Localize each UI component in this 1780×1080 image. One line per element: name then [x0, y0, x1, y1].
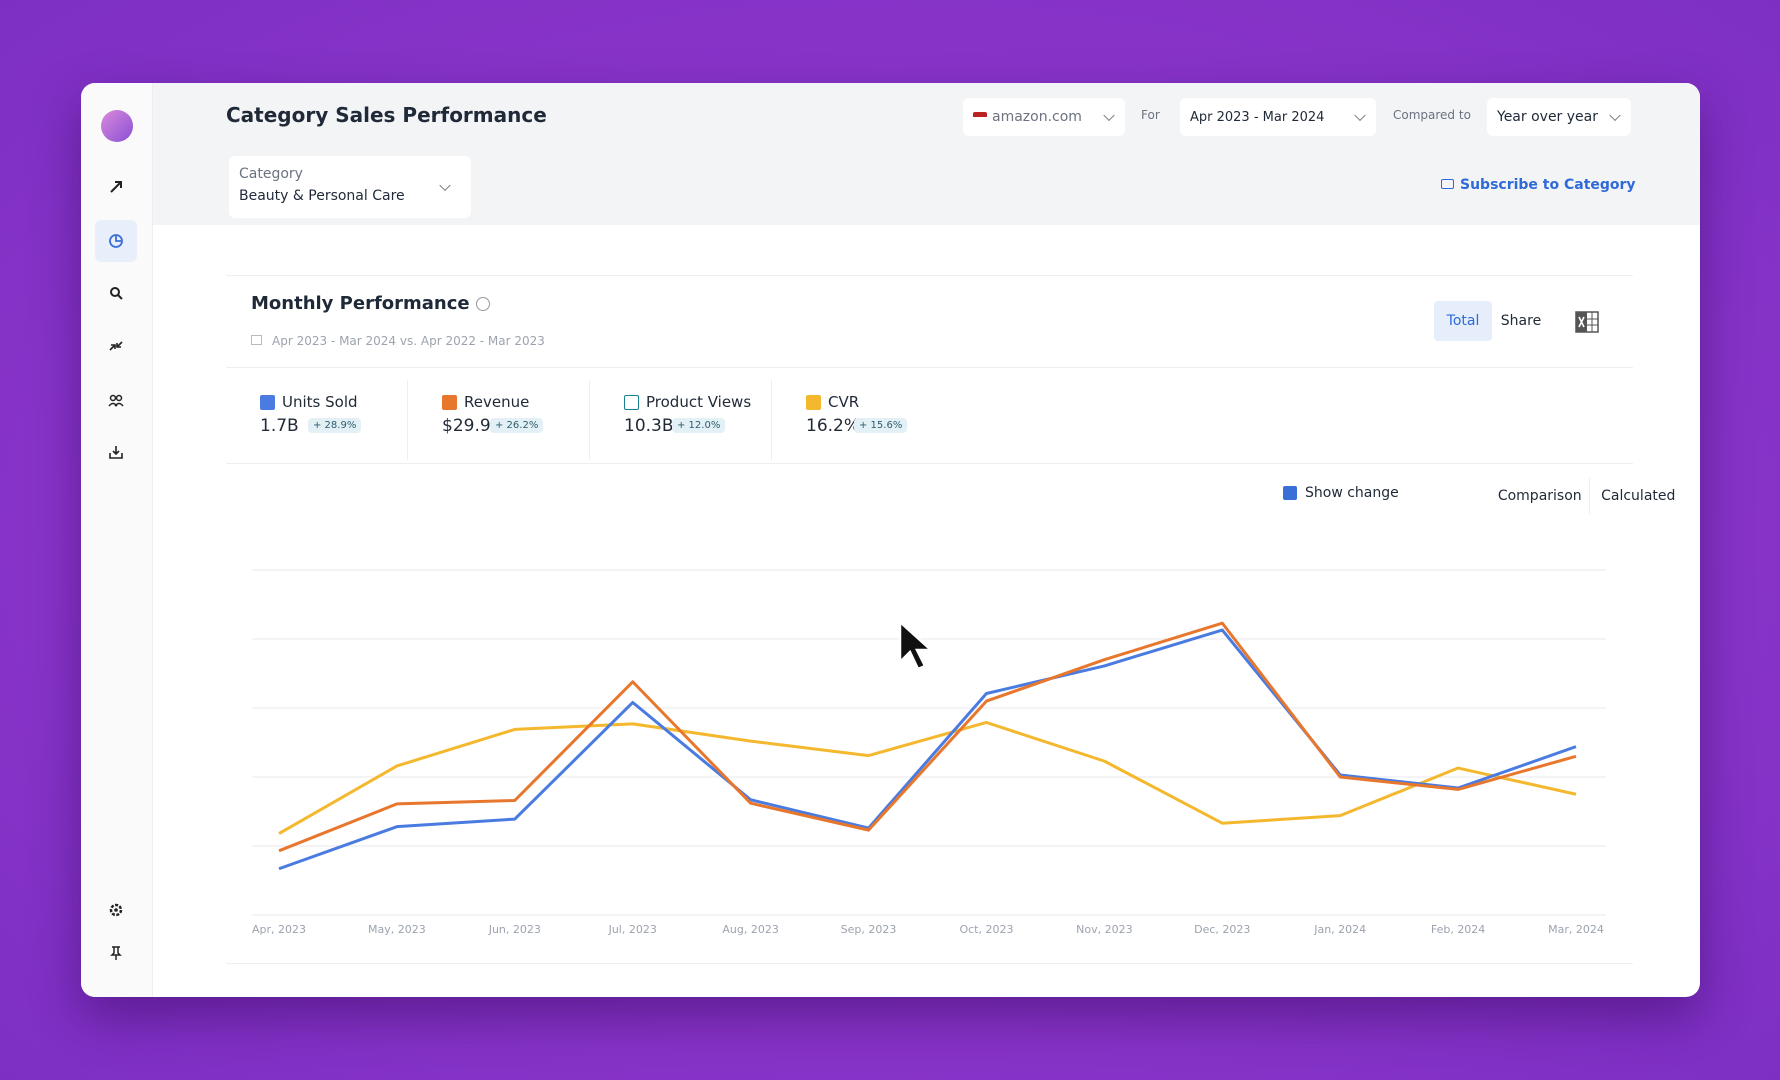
metric-value: 10.3B: [624, 416, 674, 436]
toggle-total[interactable]: Total: [1434, 301, 1492, 341]
metric-change: + 12.0%: [672, 418, 726, 433]
x-tick-label: Apr, 2023: [252, 923, 306, 936]
panel-subtitle-text: Apr 2023 - Mar 2024 vs. Apr 2022 - Mar 2…: [272, 334, 545, 348]
divider: [226, 367, 1633, 368]
metric-name: CVR: [828, 393, 860, 411]
x-tick-label: Sep, 2023: [841, 923, 897, 936]
x-tick-label: Nov, 2023: [1076, 923, 1132, 936]
category-select[interactable]: Category Beauty & Personal Care: [229, 156, 471, 218]
metric-change: + 28.9%: [308, 418, 362, 433]
x-tick-label: Aug, 2023: [722, 923, 778, 936]
subscribe-text: Subscribe to Category: [1460, 177, 1636, 193]
x-tick-label: Feb, 2024: [1431, 923, 1485, 936]
divider: [226, 275, 1633, 276]
panel-title-text: Monthly Performance: [251, 293, 470, 314]
mode-calculated[interactable]: Calculated: [1601, 488, 1676, 504]
show-change[interactable]: Show change: [1283, 485, 1399, 501]
category-label: Category: [239, 166, 303, 182]
x-tick-label: May, 2023: [368, 923, 426, 936]
metric-checkbox: [260, 395, 275, 410]
mode-toggle: Comparison Calculated: [1491, 478, 1687, 514]
marketplace-select[interactable]: amazon.com: [963, 98, 1125, 136]
date-range: Apr 2023 - Mar 2024: [1190, 109, 1325, 125]
flag: [973, 112, 987, 122]
metric-card[interactable]: CVR 16.2% + 15.6%: [772, 380, 954, 460]
info-icon[interactable]: [475, 297, 490, 311]
excel-export[interactable]: [1575, 311, 1599, 333]
x-tick-label: Jun, 2023: [488, 923, 541, 936]
series-line: [278, 621, 1577, 853]
for-label: For: [1141, 108, 1160, 122]
x-tick-label: Mar, 2024: [1548, 923, 1604, 936]
comparison-select[interactable]: Year over year: [1487, 98, 1631, 136]
mode-comparison[interactable]: Comparison: [1491, 478, 1590, 514]
metric-checkbox: [624, 395, 639, 410]
nav-rocket[interactable]: [108, 179, 124, 195]
nav-settings[interactable]: [108, 902, 124, 918]
calendar-icon: [251, 335, 262, 345]
comparison: Year over year: [1497, 109, 1598, 125]
logo: [101, 110, 133, 142]
panel-title: Monthly Performance: [251, 293, 490, 314]
metric-name: Units Sold: [282, 393, 358, 411]
metric-value: $29.9B: [442, 416, 503, 436]
page-title: Category Sales Performance: [226, 103, 547, 127]
marketplace: amazon.com: [992, 109, 1082, 125]
divider: [226, 963, 1633, 964]
category: Beauty & Personal Care: [239, 188, 405, 204]
nav-search[interactable]: [108, 285, 124, 301]
total-share-toggle: Total Share: [1434, 301, 1550, 341]
metric-change: + 15.6%: [854, 418, 908, 433]
show-change-text: Show change: [1305, 485, 1399, 501]
x-tick-label: Jul, 2023: [608, 923, 657, 936]
nav-pin[interactable]: [108, 945, 124, 961]
metric-card[interactable]: Units Sold 1.7B + 28.9%: [226, 380, 408, 460]
checkbox: [1283, 486, 1297, 500]
series-line: [278, 720, 1577, 835]
sidebar: [81, 83, 153, 997]
nav-download[interactable]: [108, 444, 124, 460]
nav-chart[interactable]: [108, 233, 124, 249]
divider: [226, 463, 1633, 464]
series-line: [278, 628, 1577, 871]
cursor: [898, 619, 935, 671]
nav-users[interactable]: [108, 392, 124, 408]
metric-checkbox: [806, 395, 821, 410]
nav-compare[interactable]: [108, 338, 124, 354]
metric-change: + 26.2%: [490, 418, 544, 433]
mail-icon: [1441, 179, 1454, 189]
x-tick-label: Jan, 2024: [1313, 923, 1366, 936]
metric-card[interactable]: Revenue $29.9B + 26.2%: [408, 380, 590, 460]
subscribe-link[interactable]: Subscribe to Category: [1441, 177, 1636, 193]
date-select[interactable]: Apr 2023 - Mar 2024: [1180, 98, 1376, 136]
toggle-share[interactable]: Share: [1500, 313, 1542, 329]
app-window: Category Sales Performance amazon.com Fo…: [81, 83, 1700, 997]
metric-card[interactable]: Product Views 10.3B + 12.0%: [590, 380, 772, 460]
compared-label: Compared to: [1393, 108, 1471, 122]
x-tick-label: Oct, 2023: [959, 923, 1013, 936]
metric-value: 16.2%: [806, 416, 861, 436]
metric-name: Product Views: [646, 393, 752, 411]
metric-checkbox: [442, 395, 457, 410]
x-tick-label: Dec, 2023: [1194, 923, 1250, 936]
panel-subtitle: Apr 2023 - Mar 2024 vs. Apr 2022 - Mar 2…: [251, 334, 545, 348]
metric-name: Revenue: [464, 393, 530, 411]
metric-value: 1.7B: [260, 416, 299, 436]
chart: Apr, 2023 May, 2023 Jun, 2023 Jul, 2023 Aug,…: [252, 569, 1606, 936]
